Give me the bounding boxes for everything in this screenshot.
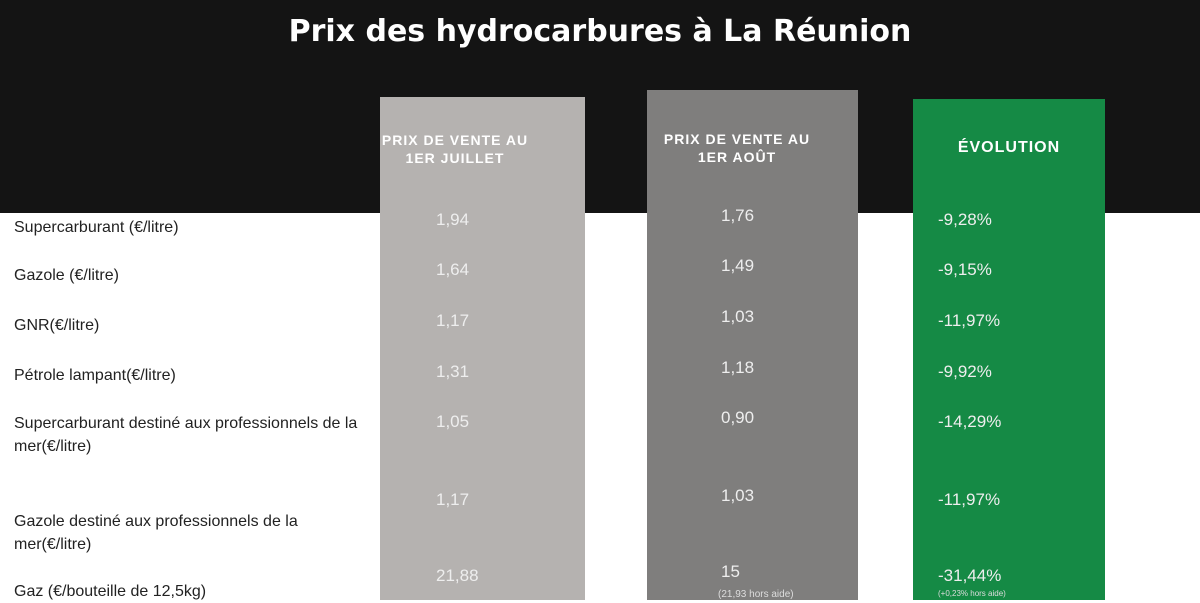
column-aout: PRIX DE VENTE AU 1ER AOÛT [647,90,858,600]
value-juillet: 1,05 [436,412,470,431]
row-label: GNR(€/litre) [14,317,100,334]
value-evolution: -9,15% [938,260,992,279]
value-aout: 0,90 [721,408,755,427]
value-evolution: -9,28% [938,210,992,229]
note-evolution: (+0,23% hors aide) [938,589,1006,598]
row-label: Pétrole lampant(€/litre) [14,367,176,384]
value-aout: 1,18 [721,358,755,377]
value-juillet: 1,17 [436,490,470,509]
value-aout: 1,03 [721,307,755,326]
value-evolution: -11,97% [938,490,1001,509]
column-header: ÉVOLUTION [957,139,1061,156]
column-header: PRIX DE VENTE AU 1ER AOÛT [663,131,811,165]
value-aout: 1,49 [721,256,755,275]
value-evolution: -31,44% [938,566,1002,585]
value-juillet: 21,88 [436,566,479,585]
value-evolution: -9,92% [938,362,992,381]
value-aout: 15 [721,562,740,581]
row-label: Gazole (€/litre) [14,267,119,284]
column-juillet: PRIX DE VENTE AU 1ER JUILLET [380,97,585,600]
value-juillet: 1,64 [436,260,470,279]
value-aout: 1,03 [721,486,755,505]
value-juillet: 1,17 [436,311,470,330]
value-evolution: -14,29% [938,412,1002,431]
row-label: Supercarburant (€/litre) [14,219,179,236]
row-label: Gazole destiné aux professionnels de la … [14,513,298,553]
column-evolution: ÉVOLUTION [913,99,1105,600]
row-label: Supercarburant destiné aux professionnel… [14,415,358,455]
value-juillet: 1,94 [436,210,470,229]
row-label: Gaz (€/bouteille de 12,5kg) [14,583,207,600]
value-aout: 1,76 [721,206,755,225]
value-evolution: -11,97% [938,311,1001,330]
column-header: PRIX DE VENTE AU 1ER JUILLET [381,132,529,166]
page-title: Prix des hydrocarbures à La Réunion [288,14,912,49]
note-aout: (21,93 hors aide) [718,589,794,600]
value-juillet: 1,31 [436,362,470,381]
